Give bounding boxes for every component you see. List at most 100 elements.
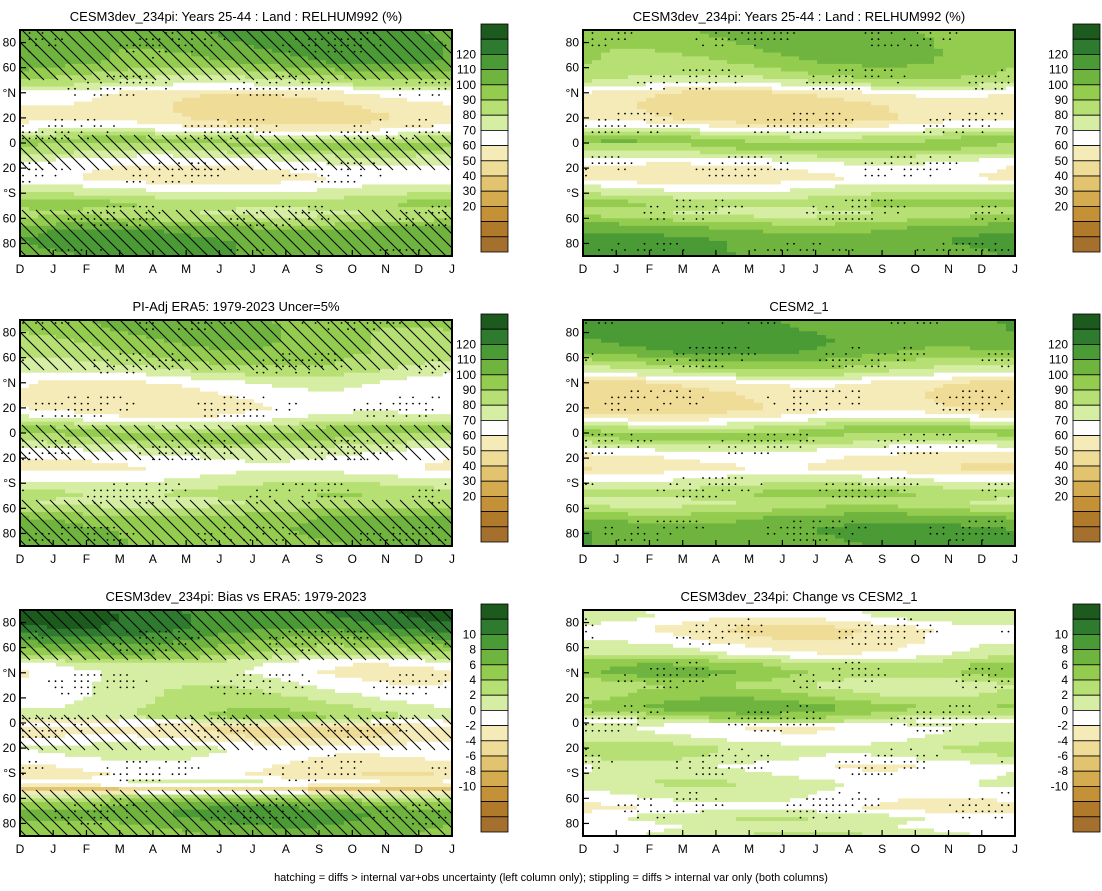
stipple-dot bbox=[236, 118, 239, 121]
heatmap-cell bbox=[943, 127, 953, 133]
stipple-dot bbox=[418, 94, 421, 96]
heatmap-cell bbox=[398, 112, 408, 118]
stipple-dot bbox=[405, 137, 408, 140]
heatmap-cell bbox=[389, 218, 399, 223]
heatmap-cell bbox=[425, 135, 435, 140]
heatmap-cell bbox=[425, 225, 435, 231]
heatmap-cell bbox=[236, 127, 246, 133]
heatmap-cell bbox=[353, 210, 363, 216]
heatmap-cell bbox=[443, 214, 452, 219]
heatmap-cell bbox=[191, 158, 201, 163]
heatmap-cell bbox=[254, 33, 264, 39]
heatmap-cell bbox=[700, 78, 710, 84]
heatmap-cell bbox=[245, 158, 255, 163]
heatmap-cell bbox=[601, 86, 611, 91]
heatmap-cell bbox=[416, 94, 426, 99]
heatmap-cell bbox=[92, 30, 102, 35]
heatmap-cell bbox=[862, 82, 872, 88]
heatmap-cell bbox=[709, 33, 719, 39]
heatmap-cell bbox=[628, 139, 638, 144]
heatmap-cell bbox=[65, 191, 75, 197]
heatmap-cell bbox=[317, 71, 327, 76]
heatmap-cell bbox=[110, 240, 120, 246]
heatmap-cell bbox=[20, 176, 30, 182]
heatmap-cell bbox=[281, 60, 291, 65]
heatmap-cell bbox=[808, 127, 818, 133]
heatmap-cell bbox=[344, 82, 354, 88]
heatmap-cell bbox=[344, 127, 354, 133]
heatmap-cell bbox=[709, 56, 719, 61]
heatmap-cell bbox=[335, 169, 345, 174]
heatmap-cell bbox=[326, 199, 336, 204]
heatmap-cell bbox=[826, 90, 836, 95]
hatch-line bbox=[399, 134, 436, 171]
hatch-line bbox=[63, 209, 111, 256]
heatmap-cell bbox=[20, 109, 30, 114]
heatmap-cell bbox=[353, 225, 363, 231]
heatmap-cell bbox=[380, 214, 390, 219]
heatmap-cell bbox=[47, 180, 57, 186]
heatmap-cell bbox=[709, 90, 719, 95]
heatmap-cell bbox=[898, 33, 908, 39]
heatmap-cell bbox=[443, 188, 452, 193]
heatmap-cell bbox=[826, 86, 836, 91]
heatmap-cell bbox=[317, 120, 327, 125]
heatmap-cell bbox=[164, 45, 174, 50]
heatmap-cell bbox=[101, 188, 111, 193]
heatmap-cell bbox=[335, 229, 345, 234]
heatmap-cell bbox=[664, 82, 674, 88]
stipple-dot bbox=[100, 87, 102, 90]
heatmap-cell bbox=[29, 86, 39, 91]
colorbar-label: 30 bbox=[463, 184, 477, 198]
heatmap-cell bbox=[934, 41, 944, 46]
heatmap-cell bbox=[853, 48, 863, 54]
heatmap-cell bbox=[20, 233, 30, 238]
heatmap-cell bbox=[38, 165, 48, 170]
heatmap-cell bbox=[74, 154, 84, 159]
stipple-dot bbox=[347, 44, 349, 47]
heatmap-cell bbox=[146, 56, 156, 61]
heatmap-cell bbox=[799, 41, 809, 46]
heatmap-cell bbox=[335, 82, 345, 88]
heatmap-cell bbox=[988, 127, 998, 133]
stipple-dot bbox=[22, 131, 24, 134]
heatmap-cell bbox=[344, 169, 354, 174]
heatmap-cell bbox=[1006, 94, 1015, 99]
stipple-dot bbox=[74, 218, 76, 220]
heatmap-cell bbox=[20, 33, 30, 39]
heatmap-cell bbox=[844, 78, 854, 84]
heatmap-cell bbox=[47, 135, 57, 140]
heatmap-cell bbox=[443, 184, 452, 189]
heatmap-cell bbox=[119, 210, 129, 216]
heatmap-cell bbox=[943, 75, 953, 80]
heatmap-cell bbox=[353, 150, 363, 155]
heatmap-cell bbox=[74, 97, 84, 103]
heatmap-cell bbox=[155, 101, 165, 106]
heatmap-cell bbox=[380, 184, 390, 189]
heatmap-cell bbox=[92, 127, 102, 133]
heatmap-cell bbox=[227, 71, 237, 76]
heatmap-cell bbox=[164, 90, 174, 95]
heatmap-cell bbox=[434, 176, 444, 182]
stipple-dot bbox=[405, 81, 408, 84]
heatmap-cell bbox=[326, 191, 336, 197]
hatch-line bbox=[161, 134, 198, 171]
heatmap-cell bbox=[844, 75, 854, 80]
heatmap-cell bbox=[889, 109, 899, 114]
heatmap-cell bbox=[380, 210, 390, 216]
heatmap-cell bbox=[880, 37, 890, 42]
heatmap-cell bbox=[362, 135, 372, 140]
heatmap-cell bbox=[443, 101, 452, 106]
heatmap-cell bbox=[763, 33, 773, 39]
heatmap-cell bbox=[655, 56, 665, 61]
heatmap-cell bbox=[592, 105, 602, 110]
stipple-dot bbox=[236, 249, 239, 251]
heatmap-cell bbox=[790, 56, 800, 61]
heatmap-cell bbox=[979, 33, 989, 39]
heatmap-cell bbox=[137, 180, 147, 186]
heatmap-cell bbox=[326, 188, 336, 193]
heatmap-cell bbox=[110, 101, 120, 106]
heatmap-cell bbox=[191, 52, 201, 57]
heatmap-cell bbox=[236, 131, 246, 137]
heatmap-cell bbox=[443, 109, 452, 114]
